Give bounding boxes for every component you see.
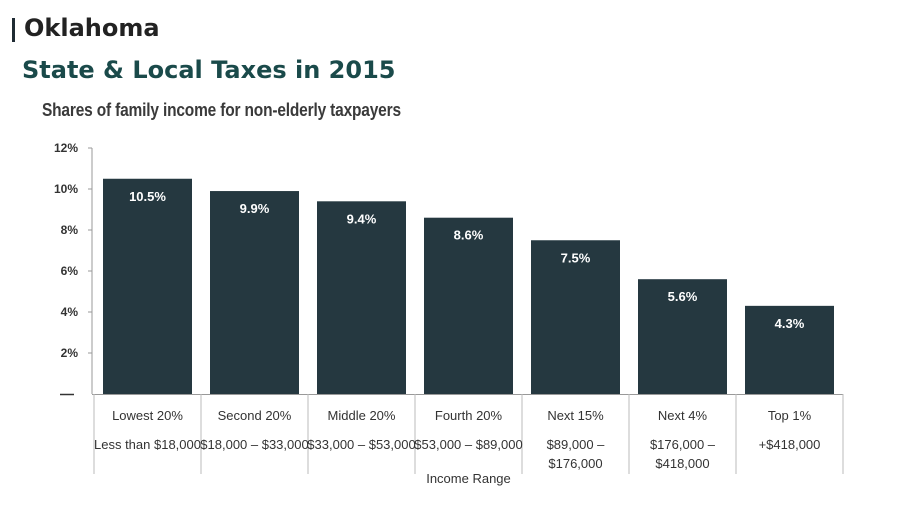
bar-value-label: 9.4% [347, 211, 377, 226]
range-label: Less than $18,000 [94, 437, 201, 452]
y-tick-label: 6% [61, 264, 79, 278]
y-tick-label: 10% [54, 182, 78, 196]
bar [210, 191, 299, 394]
chart-subtitle: Shares of family income for non-elderly … [42, 100, 401, 120]
category-label: Lowest 20% [112, 408, 183, 423]
bar-value-label: 7.5% [561, 250, 591, 265]
range-label: $418,000 [655, 456, 709, 471]
bar [745, 305, 834, 394]
range-label: $53,000 – $89,000 [414, 437, 522, 452]
bar-value-label: 10.5% [129, 189, 166, 204]
y-tick-label: 2% [61, 346, 79, 360]
y-tick-label: 12% [54, 141, 78, 155]
category-label: Fourth 20% [435, 408, 503, 423]
range-label: $18,000 – $33,000 [200, 437, 308, 452]
category-label: Middle 20% [328, 408, 396, 423]
y-tick-label: 4% [61, 305, 79, 319]
category-label: Next 15% [547, 408, 604, 423]
range-label: $176,000 [548, 456, 602, 471]
bar-value-label: 9.9% [240, 201, 270, 216]
page-title: State & Local Taxes in 2015 [22, 56, 396, 84]
range-label: $33,000 – $53,000 [307, 437, 415, 452]
bar [424, 217, 513, 394]
category-label: Top 1% [768, 408, 812, 423]
range-label: $89,000 – [547, 437, 606, 452]
bar-value-label: 5.6% [668, 289, 698, 304]
bar [103, 178, 192, 394]
state-title-marker [12, 18, 15, 42]
bar-value-label: 4.3% [775, 316, 805, 331]
bar [317, 201, 406, 394]
category-label: Next 4% [658, 408, 708, 423]
category-label: Second 20% [218, 408, 292, 423]
bar [531, 240, 620, 394]
bar [638, 279, 727, 394]
range-label: $176,000 – [650, 437, 716, 452]
state-title: Oklahoma [24, 14, 160, 42]
range-label: +$418,000 [759, 437, 821, 452]
bar-value-label: 8.6% [454, 228, 484, 243]
x-axis-label: Income Range [426, 471, 511, 486]
y-tick-label: 8% [61, 223, 79, 237]
